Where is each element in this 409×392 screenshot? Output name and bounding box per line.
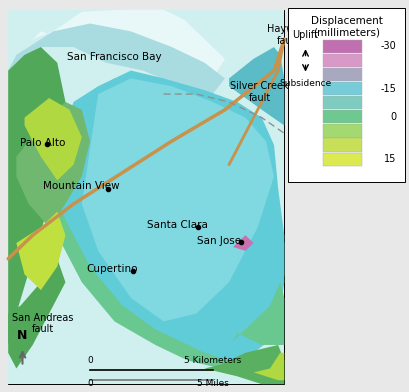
Text: -15: -15: [381, 83, 397, 94]
Polygon shape: [49, 71, 284, 361]
Bar: [323, 54, 362, 67]
Text: 0: 0: [87, 379, 93, 388]
Polygon shape: [233, 235, 254, 251]
Text: 0: 0: [391, 112, 397, 122]
Text: 15: 15: [384, 154, 397, 164]
Text: Cupertino: Cupertino: [87, 263, 138, 274]
Text: Displacement
(millimeters): Displacement (millimeters): [311, 16, 382, 37]
Bar: [323, 152, 362, 166]
Bar: [323, 138, 362, 152]
Bar: [323, 96, 362, 109]
Bar: [323, 68, 362, 81]
Polygon shape: [233, 282, 284, 345]
Text: 5 Miles: 5 Miles: [197, 379, 229, 388]
Polygon shape: [16, 212, 65, 290]
Text: 0: 0: [87, 356, 93, 365]
Text: Subsidence: Subsidence: [279, 79, 332, 88]
Text: Mountain View: Mountain View: [43, 181, 120, 191]
Text: Uplift: Uplift: [292, 31, 319, 40]
Text: N: N: [17, 329, 28, 342]
Polygon shape: [33, 10, 225, 78]
Polygon shape: [41, 78, 284, 368]
Bar: [323, 124, 362, 138]
Polygon shape: [25, 98, 82, 180]
Polygon shape: [229, 47, 284, 125]
Polygon shape: [8, 259, 65, 368]
Text: Santa Clara: Santa Clara: [148, 220, 208, 230]
Text: 5 Kilometers: 5 Kilometers: [184, 356, 241, 365]
Polygon shape: [82, 78, 274, 321]
Text: Palo Alto: Palo Alto: [20, 138, 65, 148]
Text: San Andreas
fault: San Andreas fault: [12, 312, 74, 334]
Polygon shape: [8, 24, 225, 94]
Bar: [323, 82, 362, 95]
Polygon shape: [8, 10, 284, 384]
Polygon shape: [16, 102, 90, 227]
Bar: [8, 10, 284, 384]
Text: San Francisco Bay: San Francisco Bay: [67, 52, 162, 62]
Text: Hayward
fault: Hayward fault: [267, 24, 310, 46]
Polygon shape: [254, 353, 284, 380]
Polygon shape: [8, 47, 65, 345]
Text: Silver Creek
fault: Silver Creek fault: [230, 81, 289, 103]
Text: San Jose: San Jose: [197, 236, 241, 246]
Bar: [323, 110, 362, 123]
Polygon shape: [204, 345, 284, 384]
Text: -30: -30: [381, 41, 397, 51]
Bar: [288, 8, 405, 182]
Bar: [323, 40, 362, 53]
